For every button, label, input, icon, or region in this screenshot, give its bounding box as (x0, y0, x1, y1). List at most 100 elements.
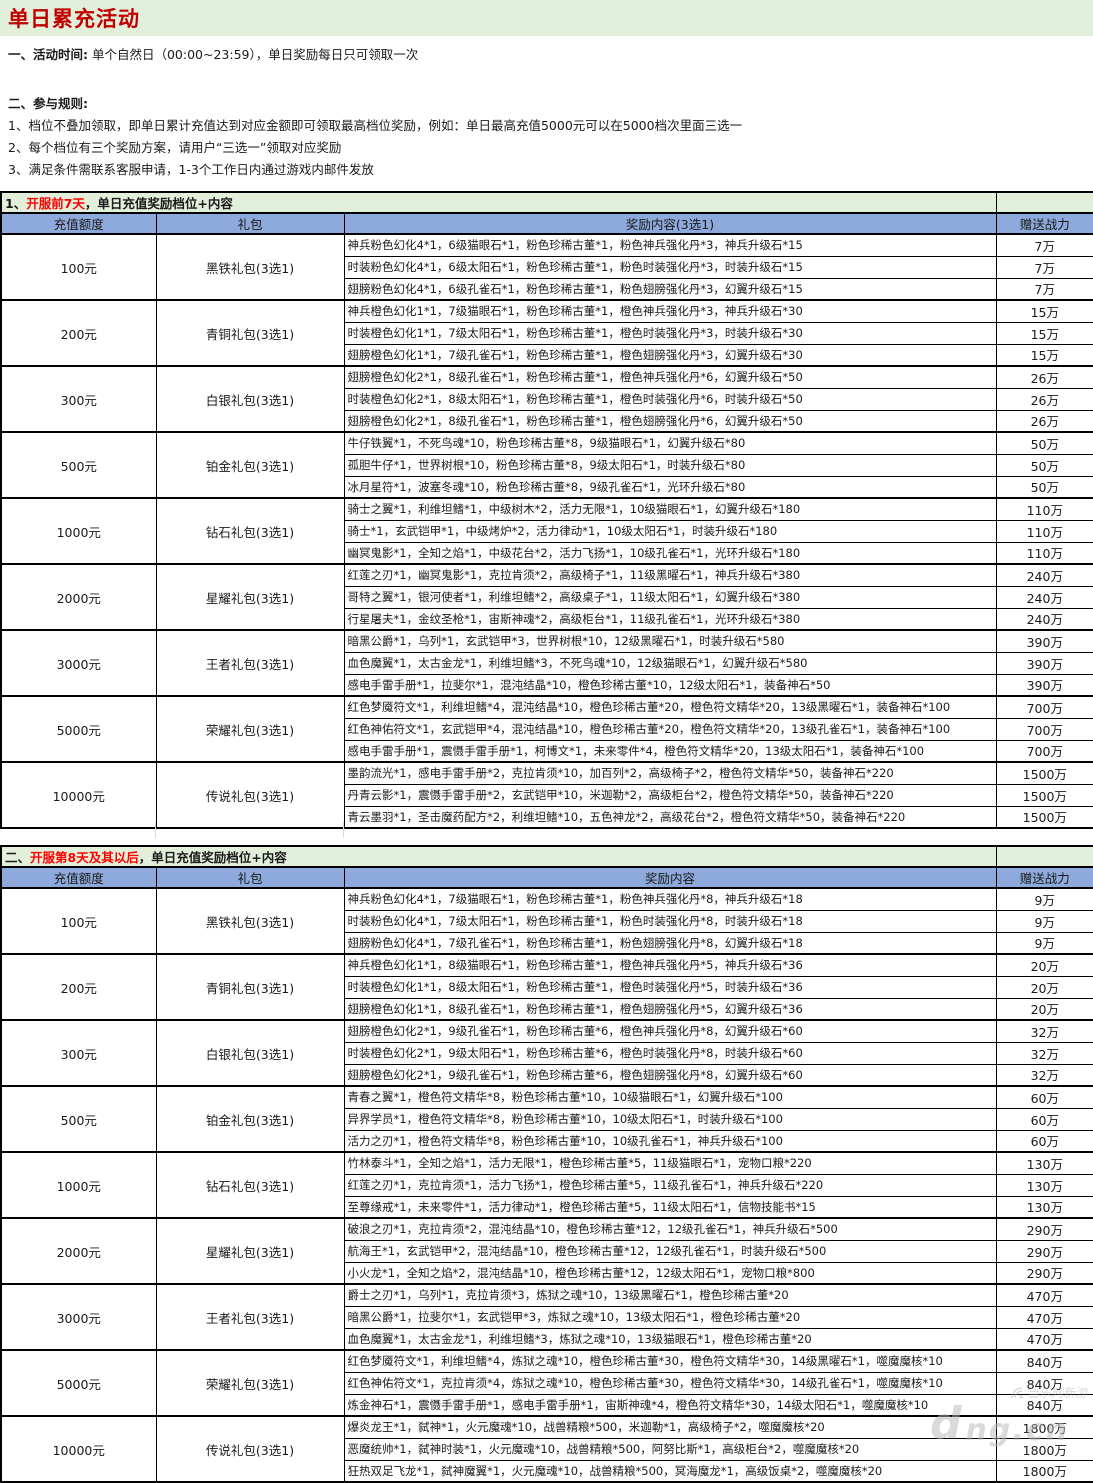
bonus-power-cell: 390万 (995, 673, 1093, 697)
column-header-row: 充值额度 礼包 奖励内容(3选1) 赠送战力 (0, 212, 1093, 235)
bonus-power-cell: 60万 (995, 1085, 1093, 1109)
reward-row: 活力之刃*1，橙色符文精华*8，粉色珍稀古董*10，10级孔雀石*1，神兵升级石… (1, 1129, 1093, 1153)
bonus-power-cell: 60万 (995, 1107, 1093, 1131)
bonus-power-cell: 110万 (995, 497, 1093, 521)
reward-content-cell: 时装橙色幻化2*1，8级太阳石*1，粉色珍稀古董*1，橙色时装强化丹*6，时装升… (343, 387, 997, 411)
reward-row: 翅膀粉色幻化4*1，7级孔雀石*1，粉色珍稀古董*1，粉色翅膀强化丹*8，幻翼升… (1, 931, 1093, 955)
reward-row: 200元 青铜礼包(3选1) 神兵橙色幻化1*1，8级猫眼石*1，粉色珍稀古董*1，… (0, 953, 1093, 1021)
bonus-power-cell: 9万 (995, 909, 1093, 933)
reward-content-cell: 时装橙色幻化1*1，8级太阳石*1，粉色珍稀古董*1，橙色时装强化丹*5，时装升… (343, 975, 997, 999)
gift-pack-cell: 铂金礼包(3选1) (155, 431, 345, 499)
recharge-amount-cell: 1000元 (0, 1151, 157, 1219)
bonus-power-cell: 290万 (995, 1217, 1093, 1241)
recharge-amount-cell: 100元 (0, 887, 157, 955)
reward-row: 行星屠夫*1，金纹圣枪*1，宙斯神魂*2，高级柜台*1，11级孔雀石*1，光环升… (1, 607, 1093, 631)
gift-pack-cell: 钻石礼包(3选1) (155, 1151, 345, 1219)
reward-content-cell: 航海王*1，玄武铠甲*2，混沌结晶*10，橙色珍稀古董*12，12级孔雀石*1，… (343, 1239, 997, 1263)
reward-row: 10000元 传说礼包(3选1) 爆炎龙王*1，弑神*1，火元魔魂*10，战兽精粮*… (0, 1415, 1093, 1483)
bonus-power-cell: 470万 (995, 1327, 1093, 1351)
recharge-amount-cell: 5000元 (0, 1349, 157, 1417)
gift-pack-cell: 青铜礼包(3选1) (155, 299, 345, 367)
reward-row: 航海王*1，玄武铠甲*2，混沌结晶*10，橙色珍稀古董*12，12级孔雀石*1，… (1, 1239, 1093, 1263)
column-header-amount: 充值额度 (0, 212, 157, 235)
reward-content-cell: 活力之刃*1，橙色符文精华*8，粉色珍稀古董*10，10级孔雀石*1，神兵升级石… (343, 1129, 997, 1153)
section-title-highlight: 开服第8天及其以后 (30, 850, 139, 865)
reward-row: 100元 黑铁礼包(3选1) 神兵粉色幻化4*1，6级猫眼石*1，粉色珍稀古董*1，… (0, 233, 1093, 301)
recharge-amount-cell: 100元 (0, 233, 157, 301)
section-header-spacer-cell (995, 191, 1093, 214)
bonus-power-cell: 15万 (995, 343, 1093, 367)
rule-item-2: 2、每个档位有三个奖励方案，请用户“三选一”领取对应奖励 (8, 140, 342, 155)
gift-pack-cell: 黑铁礼包(3选1) (155, 887, 345, 955)
bonus-power-cell: 7万 (995, 255, 1093, 279)
reward-row: 时装粉色幻化4*1，7级太阳石*1，粉色珍稀古董*1，粉色时装强化丹*8，时装升… (1, 909, 1093, 933)
reward-row: 孤胆牛仔*1，世界树根*10，粉色珍稀古董*8，9级太阳石*1，时装升级石*80… (1, 453, 1093, 477)
reward-row: 500元 铂金礼包(3选1) 青春之翼*1，橙色符文精华*8，粉色珍稀古董*10，1… (0, 1085, 1093, 1153)
gift-pack-cell: 荣耀礼包(3选1) (155, 1349, 345, 1417)
gift-pack-cell: 星耀礼包(3选1) (155, 1217, 345, 1285)
reward-content-cell: 行星屠夫*1，金纹圣枪*1，宙斯神魂*2，高级柜台*1，11级孔雀石*1，光环升… (343, 607, 997, 631)
gift-pack-cell: 铂金礼包(3选1) (155, 1085, 345, 1153)
section-header-row: 二、开服第8天及其以后，单日充值奖励档位+内容 (0, 845, 1093, 868)
reward-content-cell: 红莲之刃*1，幽冥鬼影*1，克拉肯须*2，高级椅子*1，11级黑曜石*1，神兵升… (343, 563, 997, 587)
reward-content-cell: 至尊缘戒*1，未来零件*1，活力律动*1，橙色珍稀古董*5，11级太阳石*1，信… (343, 1195, 997, 1219)
reward-content-cell: 红色梦魇符文*1，利维坦鳍*4，炼狱之魂*10，橙色珍稀古董*30，橙色符文精华… (343, 1349, 997, 1373)
reward-content-cell: 时装粉色幻化4*1，6级太阳石*1，粉色珍稀古董*1，粉色时装强化丹*3，时装升… (343, 255, 997, 279)
reward-content-cell: 翅膀橙色幻化1*1，8级孔雀石*1，粉色珍稀古董*1，橙色翅膀强化丹*5，幻翼升… (343, 997, 997, 1021)
column-header-reward: 奖励内容 (343, 866, 997, 889)
reward-row: 暗黑公爵*1，拉斐尔*1，玄武铠甲*3，炼狱之魂*10，13级太阳石*1，橙色珍… (1, 1305, 1093, 1329)
reward-row: 丹青云影*1，震慑手雷手册*2，玄武铠甲*10，米迦勒*2，高级柜台*2，橙色符… (1, 783, 1093, 807)
page-title: 单日累充活动 (8, 7, 140, 31)
reward-content-cell: 青春之翼*1，橙色符文精华*8，粉色珍稀古董*10，10级猫眼石*1，幻翼升级石… (343, 1085, 997, 1109)
page-title-bar: 单日累充活动 (0, 0, 1093, 36)
bonus-power-cell: 50万 (995, 475, 1093, 499)
reward-content-cell: 爵士之刃*1，乌列*1，克拉肯须*3，炼狱之魂*10，13级黑曜石*1，橙色珍稀… (343, 1283, 997, 1307)
rules-heading: 二、参与规则: (8, 96, 88, 111)
bonus-power-cell: 1500万 (995, 761, 1093, 785)
bonus-power-cell: 50万 (995, 431, 1093, 455)
recharge-amount-cell: 300元 (0, 1019, 157, 1087)
recharge-amount-cell: 300元 (0, 365, 157, 433)
reward-content-cell: 孤胆牛仔*1，世界树根*10，粉色珍稀古董*8，9级太阳石*1，时装升级石*80 (343, 453, 997, 477)
reward-content-cell: 感电手雷手册*1，震慑手雷手册*1，柯博文*1，未来零件*4，橙色符文精华*20… (343, 739, 997, 763)
reward-content-cell: 红色神佑符文*1，克拉肯须*4，炼狱之魂*10，橙色珍稀古董*30，橙色符文精华… (343, 1371, 997, 1395)
reward-row: 1000元 钻石礼包(3选1) 骑士之翼*1，利维坦鳍*1，中级树木*2，活力无限*… (0, 497, 1093, 565)
reward-content-cell: 暗黑公爵*1，乌列*1，玄武铠甲*3，世界树根*10，12级黑曜石*1，时装升级… (343, 629, 997, 653)
column-header-power: 赠送战力 (995, 212, 1093, 235)
gift-pack-cell: 传说礼包(3选1) (155, 1415, 345, 1483)
recharge-amount-cell: 1000元 (0, 497, 157, 565)
reward-row: 感电手雷手册*1，拉斐尔*1，混沌结晶*10，橙色珍稀古董*10，12级太阳石*… (1, 673, 1093, 697)
reward-content-cell: 青云墨羽*1，圣击魔药配方*2，利维坦鳍*10，五色神龙*2，高级花台*2，橙色… (343, 805, 997, 829)
bonus-power-cell: 26万 (995, 365, 1093, 389)
bonus-power-cell: 1500万 (995, 805, 1093, 829)
activity-time-text: 单个自然日（00:00~23:59），单日奖励每日只可领取一次 (88, 47, 419, 62)
bonus-power-cell: 470万 (995, 1283, 1093, 1307)
recharge-amount-cell: 2000元 (0, 1217, 157, 1285)
bonus-power-cell: 700万 (995, 739, 1093, 763)
bonus-power-cell: 290万 (995, 1239, 1093, 1263)
gift-pack-cell: 钻石礼包(3选1) (155, 497, 345, 565)
recharge-amount-cell: 5000元 (0, 695, 157, 763)
bonus-power-cell: 9万 (995, 931, 1093, 955)
gift-pack-cell: 荣耀礼包(3选1) (155, 695, 345, 763)
bonus-power-cell: 20万 (995, 997, 1093, 1021)
reward-content-cell: 神兵橙色幻化1*1，8级猫眼石*1，粉色珍稀古董*1，橙色神兵强化丹*5，神兵升… (343, 953, 997, 977)
reward-row: 100元 黑铁礼包(3选1) 神兵粉色幻化4*1，7级猫眼石*1，粉色珍稀古董*1，… (0, 887, 1093, 955)
section-title: 1、开服前7天，单日充值奖励档位+内容 (0, 191, 997, 214)
bonus-power-cell: 20万 (995, 953, 1093, 977)
reward-content-cell: 暗黑公爵*1，拉斐尔*1，玄武铠甲*3，炼狱之魂*10，13级太阳石*1，橙色珍… (343, 1305, 997, 1329)
bonus-power-cell: 32万 (995, 1041, 1093, 1065)
recharge-amount-cell: 3000元 (0, 1283, 157, 1351)
bonus-power-cell: 1500万 (995, 783, 1093, 807)
reward-row: 红色神佑符文*1，克拉肯须*4，炼狱之魂*10，橙色珍稀古董*30，橙色符文精华… (1, 1371, 1093, 1395)
reward-content-cell: 感电手雷手册*1，拉斐尔*1，混沌结晶*10，橙色珍稀古董*10，12级太阳石*… (343, 673, 997, 697)
reward-row: 3000元 王者礼包(3选1) 暗黑公爵*1，乌列*1，玄武铠甲*3，世界树根*10… (0, 629, 1093, 697)
column-header-amount: 充值额度 (0, 866, 157, 889)
reward-content-cell: 翅膀橙色幻化1*1，7级孔雀石*1，粉色珍稀古董*1，橙色翅膀强化丹*3，幻翼升… (343, 343, 997, 367)
gift-pack-cell: 传说礼包(3选1) (155, 761, 345, 829)
recharge-amount-cell: 2000元 (0, 563, 157, 631)
reward-content-cell: 神兵橙色幻化1*1，7级猫眼石*1，粉色珍稀古董*1，橙色神兵强化丹*3，神兵升… (343, 299, 997, 323)
reward-row: 骑士*1，玄武铠甲*1，中级烤炉*2，活力律动*1，10级太阳石*1，时装升级石… (1, 519, 1093, 543)
gift-pack-cell: 青铜礼包(3选1) (155, 953, 345, 1021)
reward-row: 至尊缘戒*1，未来零件*1，活力律动*1，橙色珍稀古董*5，11级太阳石*1，信… (1, 1195, 1093, 1219)
